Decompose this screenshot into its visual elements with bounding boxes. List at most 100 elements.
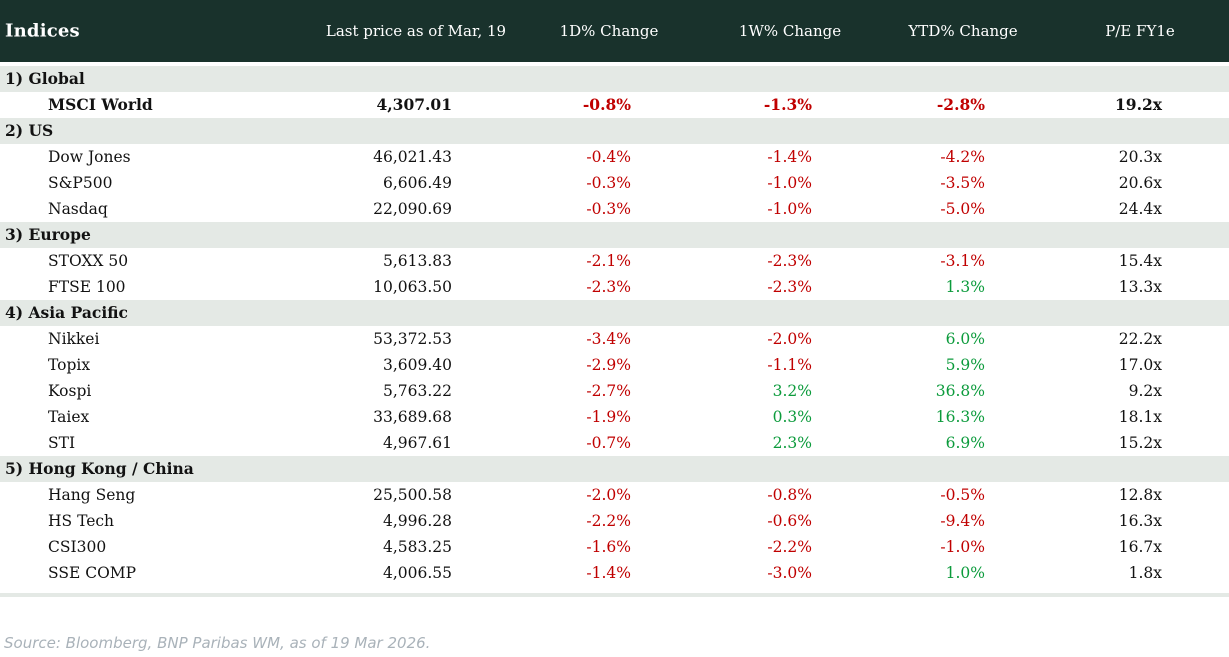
- pe-cell: 16.7x: [1118, 538, 1162, 556]
- index-name-cell: Taiex: [48, 408, 90, 426]
- change-1d-cell: -2.2%: [586, 512, 631, 530]
- price-cell: 4,967.61: [382, 434, 452, 452]
- price-cell: 22,090.69: [373, 200, 452, 218]
- price-cell: 4,307.01: [376, 95, 452, 114]
- change-1w-cell: -1.1%: [767, 356, 812, 374]
- change-1w-cell: -1.3%: [763, 95, 812, 114]
- pe-cell: 17.0x: [1118, 356, 1162, 374]
- section-row: 4) Asia Pacific: [0, 300, 1229, 326]
- table-row: FTSE 100 10,063.50 -2.3% -2.3% 1.3% 13.3x: [0, 274, 1229, 300]
- price-cell: 4,583.25: [382, 538, 452, 556]
- change-1d-cell: -0.3%: [586, 174, 631, 192]
- change-1w-cell: 2.3%: [772, 434, 812, 452]
- change-1w-cell: -2.3%: [767, 252, 812, 270]
- change-1d-cell: -1.6%: [586, 538, 631, 556]
- table-row: Topix 3,609.40 -2.9% -1.1% 5.9% 17.0x: [0, 352, 1229, 378]
- change-ytd-cell: -5.0%: [940, 200, 985, 218]
- pe-cell: 15.4x: [1118, 252, 1162, 270]
- table-body: 1) Global MSCI World 4,307.01 -0.8% -1.3% -2.…: [0, 66, 1229, 586]
- change-ytd-cell: 36.8%: [935, 382, 985, 400]
- price-cell: 3,609.40: [382, 356, 452, 374]
- index-name-cell: CSI300: [48, 538, 107, 556]
- pe-cell: 20.3x: [1118, 148, 1162, 166]
- table-row: CSI300 4,583.25 -1.6% -2.2% -1.0% 16.7x: [0, 534, 1229, 560]
- pe-cell: 16.3x: [1118, 512, 1162, 530]
- change-1w-cell: -0.8%: [767, 486, 812, 504]
- pe-cell: 18.1x: [1118, 408, 1162, 426]
- section-row: 3) Europe: [0, 222, 1229, 248]
- section-row: 5) Hong Kong / China: [0, 456, 1229, 482]
- price-cell: 5,613.83: [382, 252, 452, 270]
- table-row: Hang Seng 25,500.58 -2.0% -0.8% -0.5% 12.8x: [0, 482, 1229, 508]
- change-ytd-cell: -4.2%: [940, 148, 985, 166]
- index-name-cell: Topix: [48, 356, 91, 374]
- pe-cell: 1.8x: [1128, 564, 1162, 582]
- column-header-last-price: Last price as of Mar, 19: [325, 22, 507, 40]
- price-cell: 5,763.22: [382, 382, 452, 400]
- table-row: MSCI World 4,307.01 -0.8% -1.3% -2.8% 19.2x: [0, 92, 1229, 118]
- table-header: Indices Last price as of Mar, 19 1D% Cha…: [0, 0, 1229, 62]
- change-ytd-cell: 1.0%: [945, 564, 985, 582]
- section-row: 2) US: [0, 118, 1229, 144]
- price-cell: 10,063.50: [373, 278, 452, 296]
- change-ytd-cell: -3.1%: [940, 252, 985, 270]
- change-ytd-cell: -1.0%: [940, 538, 985, 556]
- change-1w-cell: -3.0%: [767, 564, 812, 582]
- change-1w-cell: -1.0%: [767, 200, 812, 218]
- change-1w-cell: 0.3%: [772, 408, 812, 426]
- change-ytd-cell: 6.9%: [945, 434, 985, 452]
- table-row: STI 4,967.61 -0.7% 2.3% 6.9% 15.2x: [0, 430, 1229, 456]
- price-cell: 4,996.28: [382, 512, 452, 530]
- change-ytd-cell: 1.3%: [945, 278, 985, 296]
- change-1d-cell: -0.4%: [586, 148, 631, 166]
- table-row: Nasdaq 22,090.69 -0.3% -1.0% -5.0% 24.4x: [0, 196, 1229, 222]
- change-ytd-cell: -9.4%: [940, 512, 985, 530]
- change-ytd-cell: 5.9%: [945, 356, 985, 374]
- pe-cell: 24.4x: [1118, 200, 1162, 218]
- table-row: SSE COMP 4,006.55 -1.4% -3.0% 1.0% 1.8x: [0, 560, 1229, 586]
- price-cell: 4,006.55: [382, 564, 452, 582]
- column-header-1w-change: 1W% Change: [738, 22, 842, 40]
- change-1w-cell: -1.0%: [767, 174, 812, 192]
- change-1d-cell: -2.0%: [586, 486, 631, 504]
- change-1d-cell: -3.4%: [586, 330, 631, 348]
- index-name-cell: HS Tech: [48, 512, 115, 530]
- change-1w-cell: 3.2%: [772, 382, 812, 400]
- index-name-cell: S&P500: [48, 174, 113, 192]
- change-1w-cell: -0.6%: [767, 512, 812, 530]
- pe-cell: 12.8x: [1118, 486, 1162, 504]
- column-header-1d-change: 1D% Change: [559, 22, 659, 40]
- table-bottom-bar: [0, 593, 1229, 597]
- change-1d-cell: -0.8%: [582, 95, 631, 114]
- index-name-cell: Hang Seng: [48, 486, 136, 504]
- pe-cell: 22.2x: [1118, 330, 1162, 348]
- index-name-cell: FTSE 100: [48, 278, 126, 296]
- index-name-cell: Dow Jones: [48, 148, 131, 166]
- index-name-cell: STOXX 50: [48, 252, 129, 270]
- change-1d-cell: -2.7%: [586, 382, 631, 400]
- index-name-cell: SSE COMP: [48, 564, 137, 582]
- index-name-cell: STI: [48, 434, 76, 452]
- index-name-cell: Kospi: [48, 382, 92, 400]
- change-1d-cell: -2.3%: [586, 278, 631, 296]
- pe-cell: 13.3x: [1118, 278, 1162, 296]
- price-cell: 25,500.58: [373, 486, 452, 504]
- index-name-cell: Nikkei: [48, 330, 100, 348]
- column-header-pe: P/E FY1e: [1105, 22, 1175, 40]
- table-row: Nikkei 53,372.53 -3.4% -2.0% 6.0% 22.2x: [0, 326, 1229, 352]
- change-ytd-cell: -2.8%: [936, 95, 985, 114]
- table-row: S&P500 6,606.49 -0.3% -1.0% -3.5% 20.6x: [0, 170, 1229, 196]
- table-row: Taiex 33,689.68 -1.9% 0.3% 16.3% 18.1x: [0, 404, 1229, 430]
- change-1d-cell: -1.9%: [586, 408, 631, 426]
- change-ytd-cell: 16.3%: [935, 408, 985, 426]
- pe-cell: 20.6x: [1118, 174, 1162, 192]
- price-cell: 53,372.53: [373, 330, 452, 348]
- change-1d-cell: -0.3%: [586, 200, 631, 218]
- table-row: Dow Jones 46,021.43 -0.4% -1.4% -4.2% 20.3x: [0, 144, 1229, 170]
- change-ytd-cell: -3.5%: [940, 174, 985, 192]
- header-gap: [0, 62, 1229, 66]
- pe-cell: 15.2x: [1118, 434, 1162, 452]
- index-name-cell: Nasdaq: [48, 200, 108, 218]
- pe-cell: 19.2x: [1115, 95, 1162, 114]
- change-1w-cell: -1.4%: [767, 148, 812, 166]
